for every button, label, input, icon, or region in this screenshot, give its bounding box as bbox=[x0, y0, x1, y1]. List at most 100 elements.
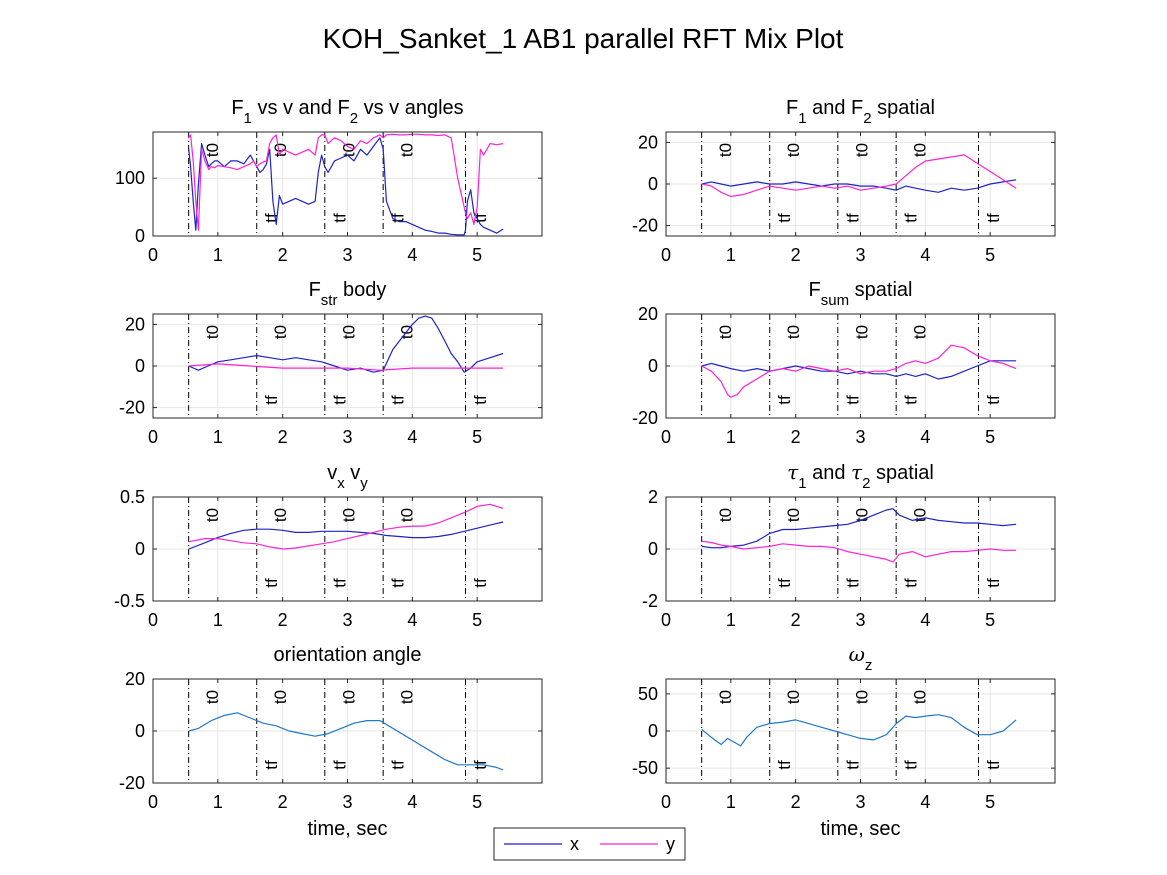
event-label-tf: tf bbox=[902, 578, 921, 588]
x-tick-label: 3 bbox=[342, 610, 352, 630]
y-tick-label: 0 bbox=[135, 539, 145, 559]
event-label-t0: t0 bbox=[203, 143, 222, 157]
event-label-tf: tf bbox=[262, 213, 281, 223]
legend-label-y: y bbox=[666, 834, 675, 854]
x-tick-label: 5 bbox=[472, 792, 482, 812]
event-label-t0: t0 bbox=[203, 690, 222, 704]
y-tick-label: 2 bbox=[648, 487, 658, 507]
event-label-t0: t0 bbox=[852, 325, 871, 339]
x-tick-label: 4 bbox=[407, 792, 417, 812]
event-label-t0: t0 bbox=[203, 508, 222, 522]
x-tick-label: 1 bbox=[213, 427, 223, 447]
series-line-x bbox=[701, 508, 1017, 549]
event-label-tf: tf bbox=[389, 578, 408, 588]
event-label-tf: tf bbox=[902, 395, 921, 405]
subplot-title: Fsum spatial bbox=[809, 279, 913, 309]
event-label-t0: t0 bbox=[271, 508, 290, 522]
series-line-single bbox=[188, 712, 504, 771]
y-tick-label: 0 bbox=[648, 721, 658, 741]
x-tick-label: 4 bbox=[920, 427, 930, 447]
x-tick-label: 5 bbox=[472, 427, 482, 447]
x-tick-label: 2 bbox=[791, 427, 801, 447]
subplot-title: orientation angle bbox=[274, 644, 422, 666]
x-tick-label: 2 bbox=[791, 792, 801, 812]
x-tick-label: 2 bbox=[791, 610, 801, 630]
x-tick-label: 3 bbox=[855, 792, 865, 812]
event-label-t0: t0 bbox=[911, 325, 930, 339]
x-axis-label: time, sec bbox=[307, 818, 387, 840]
event-label-tf: tf bbox=[902, 760, 921, 770]
x-tick-label: 1 bbox=[213, 245, 223, 265]
subplot-title: F1 and F2 spatial bbox=[786, 97, 935, 127]
event-label-tf: tf bbox=[775, 395, 794, 405]
figure-title: KOH_Sanket_1 AB1 parallel RFT Mix Plot bbox=[323, 23, 844, 54]
event-label-t0: t0 bbox=[784, 508, 803, 522]
y-tick-label: 0 bbox=[648, 174, 658, 194]
event-label-tf: tf bbox=[843, 395, 862, 405]
series-group bbox=[188, 503, 504, 550]
x-tick-label: 0 bbox=[148, 610, 158, 630]
series-line-y bbox=[701, 154, 1017, 198]
y-tick-label: -20 bbox=[119, 773, 145, 793]
event-label-tf: tf bbox=[471, 395, 490, 405]
y-tick-label: -2 bbox=[642, 591, 658, 611]
x-tick-label: 5 bbox=[472, 610, 482, 630]
y-tick-label: 100 bbox=[115, 168, 145, 188]
series-line-y bbox=[188, 133, 504, 231]
event-label-t0: t0 bbox=[911, 508, 930, 522]
event-label-t0: t0 bbox=[716, 508, 735, 522]
series-group bbox=[188, 315, 504, 373]
event-label-t0: t0 bbox=[271, 143, 290, 157]
x-tick-label: 5 bbox=[472, 245, 482, 265]
event-label-t0: t0 bbox=[398, 143, 417, 157]
x-tick-label: 0 bbox=[661, 610, 671, 630]
y-tick-label: 20 bbox=[125, 314, 145, 334]
x-tick-label: 4 bbox=[920, 610, 930, 630]
series-line-y bbox=[188, 363, 504, 371]
event-label-tf: tf bbox=[984, 213, 1003, 223]
series-line-y bbox=[701, 540, 1017, 563]
subplot-title: ωz bbox=[849, 642, 873, 674]
y-tick-label: 50 bbox=[638, 684, 658, 704]
x-tick-label: 3 bbox=[342, 427, 352, 447]
x-tick-label: 4 bbox=[407, 245, 417, 265]
x-tick-label: 2 bbox=[278, 792, 288, 812]
event-label-t0: t0 bbox=[398, 508, 417, 522]
y-tick-label: -20 bbox=[119, 398, 145, 418]
x-tick-label: 0 bbox=[148, 245, 158, 265]
event-label-tf: tf bbox=[330, 213, 349, 223]
series-line-x bbox=[188, 315, 504, 373]
y-tick-label: -20 bbox=[632, 216, 658, 236]
event-label-t0: t0 bbox=[716, 325, 735, 339]
x-tick-label: 0 bbox=[661, 792, 671, 812]
x-tick-label: 1 bbox=[726, 610, 736, 630]
x-tick-label: 1 bbox=[726, 245, 736, 265]
x-tick-label: 4 bbox=[407, 427, 417, 447]
event-label-tf: tf bbox=[984, 578, 1003, 588]
series-line-single bbox=[701, 714, 1017, 747]
event-label-t0: t0 bbox=[784, 325, 803, 339]
x-tick-label: 0 bbox=[148, 427, 158, 447]
series-line-x bbox=[701, 179, 1017, 193]
x-tick-label: 3 bbox=[855, 245, 865, 265]
y-tick-label: -50 bbox=[632, 758, 658, 778]
series-group bbox=[701, 154, 1017, 198]
y-tick-label: 0 bbox=[648, 356, 658, 376]
event-label-tf: tf bbox=[843, 578, 862, 588]
x-tick-label: 0 bbox=[661, 427, 671, 447]
event-label-t0: t0 bbox=[852, 690, 871, 704]
event-label-t0: t0 bbox=[716, 690, 735, 704]
x-tick-label: 2 bbox=[278, 245, 288, 265]
x-tick-label: 2 bbox=[278, 610, 288, 630]
series-line-x bbox=[701, 360, 1017, 380]
x-tick-label: 0 bbox=[148, 792, 158, 812]
